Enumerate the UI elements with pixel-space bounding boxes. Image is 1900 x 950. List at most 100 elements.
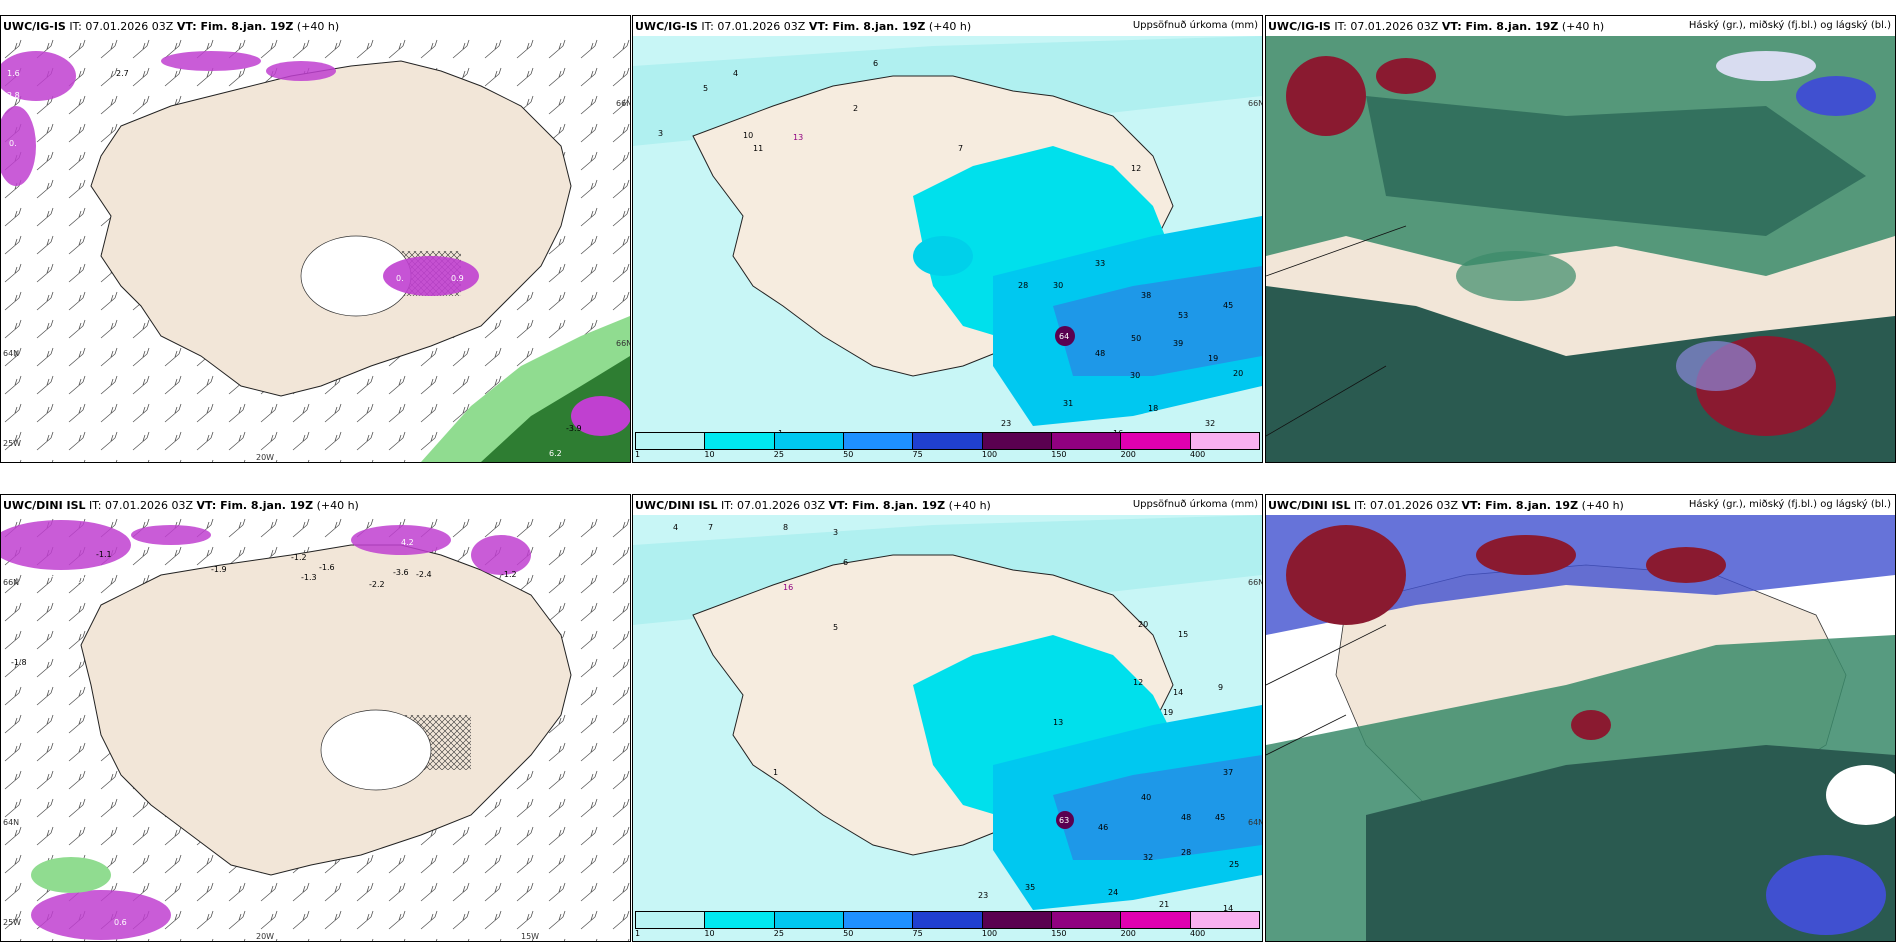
colorbar-segment <box>705 433 775 449</box>
precip-value: 31 <box>1063 399 1073 408</box>
precip-value: 12 <box>1131 164 1141 173</box>
precip-colorbar: 1 10 25 50 75 100 150 200 400 <box>635 911 1260 939</box>
value-label: -1.2 <box>291 553 307 562</box>
init-time: IT: 07.01.2026 03Z <box>1334 20 1439 33</box>
colorbar-segment <box>843 912 914 928</box>
field-title: Háský (gr.), miðský (fj.bl.) og lágský (… <box>1688 20 1891 31</box>
precip-value: 33 <box>1095 259 1105 268</box>
precip-value: 13 <box>793 133 803 142</box>
panel-title: UWC/DINI ISL IT: 07.01.2026 03Z VT: Fim.… <box>1268 499 1624 512</box>
colorbar-segment <box>1121 912 1191 928</box>
value-label: -1.8 <box>11 658 27 667</box>
lead-time: (+40 h) <box>1561 20 1605 33</box>
model-name: UWC/DINI ISL <box>1268 499 1351 512</box>
panel-dini-wind: UWC/DINI ISL IT: 07.01.2026 03Z VT: Fim.… <box>0 494 631 942</box>
colorbar-segment <box>705 912 775 928</box>
precip-value: 23 <box>978 891 988 900</box>
valid-time: VT: Fim. 8.jan. 19Z <box>1461 499 1579 512</box>
precip-value: 19 <box>1208 354 1218 363</box>
model-name: UWC/DINI ISL <box>3 499 86 512</box>
panel-ig-is-precip: UWC/IG-IS IT: 07.01.2026 03Z VT: Fim. 8.… <box>632 15 1263 463</box>
model-name: UWC/DINI ISL <box>635 499 718 512</box>
field-title: Uppsöfnuð úrkoma (mm) <box>1132 499 1258 510</box>
lead-time: (+40 h) <box>316 499 359 512</box>
colorbar-label: 50 <box>843 929 854 938</box>
precip-value: 45 <box>1223 301 1233 310</box>
colorbar-label: 50 <box>843 450 854 459</box>
colorbar-segment <box>1051 912 1122 928</box>
axis-label: 25W <box>3 439 21 448</box>
precip-value: 40 <box>1141 793 1151 802</box>
model-name: UWC/IG-IS <box>1268 20 1331 33</box>
panel-title: UWC/DINI ISL IT: 07.01.2026 03Z VT: Fim.… <box>635 499 991 512</box>
colorbar-label: 1 <box>635 450 641 459</box>
colorbar-segment <box>636 912 706 928</box>
valid-time: VT: Fim. 8.jan. 19Z <box>196 499 314 512</box>
axis-label: 66N <box>616 99 630 108</box>
lead-time: (+40 h) <box>1581 499 1624 512</box>
init-time: IT: 07.01.2026 03Z <box>69 20 174 33</box>
precip-value: 16 <box>783 583 793 592</box>
precip-value: 32 <box>1205 419 1215 428</box>
iceland-landmass <box>90 60 572 397</box>
colorbar-label: 150 <box>1051 929 1067 938</box>
colorbar-label: 75 <box>912 929 923 938</box>
colorbar-label: 400 <box>1190 450 1206 459</box>
precip-value: 30 <box>1130 371 1140 380</box>
colorbar-label: 75 <box>912 450 923 459</box>
model-name: UWC/IG-IS <box>3 20 66 33</box>
axis-label: 64N <box>3 818 19 827</box>
precip-colorbar: 1 10 25 50 75 100 150 200 400 <box>635 432 1260 460</box>
precip-value: 7 <box>958 144 963 153</box>
precip-value: 20 <box>1233 369 1243 378</box>
value-label: -2.4 <box>416 570 432 579</box>
precip-value: 12 <box>1133 678 1143 687</box>
colorbar-segment <box>913 912 983 928</box>
precip-value: 23 <box>1001 419 1011 428</box>
precip-value: 5 <box>703 84 708 93</box>
axis-label: 20W <box>256 932 274 941</box>
value-label: -1.6 <box>319 563 335 572</box>
colorbar-label: 25 <box>773 450 784 459</box>
colorbar-segment <box>1121 433 1191 449</box>
value-label: 4.2 <box>401 538 414 547</box>
colorbar-label: 10 <box>704 450 715 459</box>
panel-dini-precip: UWC/DINI ISL IT: 07.01.2026 03Z VT: Fim.… <box>632 494 1263 942</box>
precip-value: 5 <box>833 623 838 632</box>
lead-time: (+40 h) <box>948 499 991 512</box>
value-label: 2.8 <box>7 91 20 100</box>
precip-value: 35 <box>1025 883 1035 892</box>
valid-time: VT: Fim. 8.jan. 19Z <box>1441 20 1559 33</box>
precip-value: 32 <box>1143 853 1153 862</box>
value-label: 0.9 <box>451 274 464 283</box>
colorbar-label: 200 <box>1120 450 1136 459</box>
value-label: 1.0 <box>73 576 86 585</box>
precip-value: 14 <box>1173 688 1183 697</box>
precip-value: 1 <box>773 768 778 777</box>
axis-label: 66N <box>616 339 630 348</box>
precip-map: 4 3 6 5 2 10 11 13 28 30 33 38 45 53 50 … <box>633 36 1262 462</box>
panel-title: UWC/DINI ISL IT: 07.01.2026 03Z VT: Fim.… <box>3 499 359 512</box>
precip-value: 9 <box>1218 683 1223 692</box>
field-title: Uppsöfnuð úrkoma (mm) <box>1132 20 1258 31</box>
value-label: 1.7 <box>46 570 59 579</box>
colorbar-label: 100 <box>981 450 998 459</box>
precip-value: 38 <box>1141 291 1151 300</box>
precip-value: 4 <box>733 69 738 78</box>
precip-value: 19 <box>1163 708 1173 717</box>
axis-label: 15W <box>521 932 539 941</box>
precip-map: 4 7 8 6 5 3 16 20 15 14 19 13 37 40 48 4… <box>633 515 1262 941</box>
precip-value: 4 <box>673 523 678 532</box>
precip-value: 3 <box>833 528 838 537</box>
colorbar-label: 10 <box>704 929 715 938</box>
precip-value: 28 <box>1018 281 1028 290</box>
precip-value: 45 <box>1215 813 1225 822</box>
precip-value: 53 <box>1178 311 1188 320</box>
lead-time: (+40 h) <box>296 20 340 33</box>
precip-value: 37 <box>1223 768 1233 777</box>
precip-value: 63 <box>1059 816 1069 825</box>
init-time: IT: 07.01.2026 03Z <box>1354 499 1459 512</box>
precip-value: 8 <box>783 523 788 532</box>
colorbar-segment <box>982 433 1052 449</box>
cloud-map <box>1266 36 1895 462</box>
